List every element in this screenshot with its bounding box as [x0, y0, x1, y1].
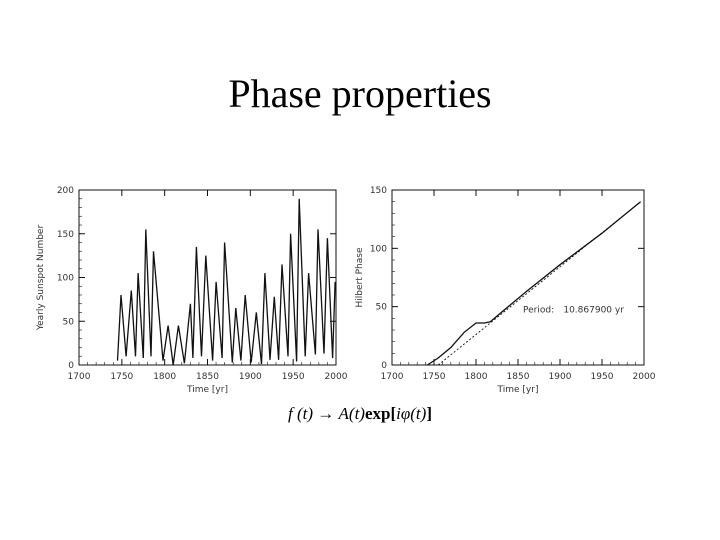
- x-tick-label: 1850: [196, 372, 219, 382]
- y-axis-label: Hilbert Phase: [355, 247, 365, 307]
- slide-title: Phase properties: [228, 71, 492, 116]
- x-tick-label: 1850: [507, 372, 530, 382]
- x-axis-label: Time [yr]: [186, 385, 228, 395]
- sunspot-chart: 1700 1750 1800 1850 1900 1950 2000 0 50 100 150 200…: [36, 186, 348, 395]
- y-tick-label: 150: [370, 186, 387, 196]
- y-tick-label: 50: [63, 317, 75, 327]
- x-tick-label: 1750: [423, 372, 446, 382]
- series-line: [437, 201, 641, 366]
- x-tick-label: 1750: [110, 372, 133, 382]
- x-tick-label: 1950: [591, 372, 614, 382]
- hilbert-phase-chart: 1700 1750 1800 1850 1900 1950 2000 0 50 100 150 Tim…: [355, 186, 656, 395]
- formula-amplitude: A(t): [338, 404, 365, 423]
- x-tick-label: 1700: [68, 372, 91, 382]
- x-axis-label: Time [yr]: [497, 385, 539, 395]
- x-tick-label: 1950: [282, 372, 305, 382]
- y-tick-label: 100: [57, 274, 74, 284]
- y-tick-label: 0: [381, 361, 387, 371]
- y-tick-label: 0: [68, 361, 74, 371]
- annotation-label: Period:: [523, 306, 554, 316]
- formula-exp: exp: [364, 404, 391, 423]
- formula-arrow: →: [317, 404, 335, 423]
- formula-close-bracket: ]: [426, 404, 432, 423]
- x-tick-label: 1900: [549, 372, 572, 382]
- x-tick-label: 2000: [325, 372, 348, 382]
- series-line: [426, 201, 642, 366]
- series-line: [116, 198, 336, 366]
- x-tick-label: 2000: [633, 372, 656, 382]
- plot-frame: [391, 189, 645, 366]
- y-tick-label: 100: [370, 244, 387, 254]
- x-tick-label: 1800: [465, 372, 488, 382]
- y-tick-label: 50: [376, 303, 388, 313]
- y-tick-label: 200: [57, 186, 74, 196]
- y-tick-label: 150: [57, 230, 74, 240]
- formula-open-bracket: [: [390, 404, 397, 423]
- annotation-value: 10.867900 yr: [563, 306, 624, 316]
- formula-phase: iφ(t): [396, 404, 427, 423]
- x-tick-label: 1900: [239, 372, 262, 382]
- y-axis-label: Yearly Sunspot Number: [36, 225, 46, 332]
- phase-formula: f (t) → A(t)exp[iφ(t)]: [0, 404, 720, 424]
- x-tick-label: 1700: [381, 372, 404, 382]
- x-tick-label: 1800: [153, 372, 176, 382]
- formula-signal: f (t): [288, 404, 314, 423]
